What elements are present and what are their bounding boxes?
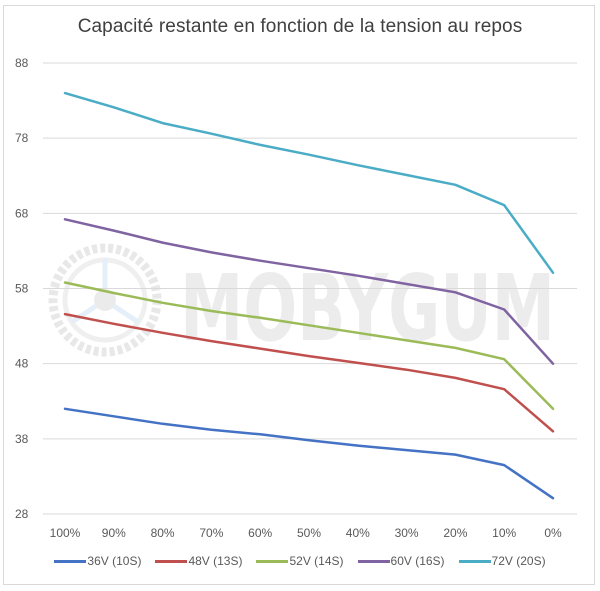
x-tick-label: 30%	[395, 526, 419, 540]
legend-swatch-icon	[357, 559, 390, 563]
legend-label: 36V (10S)	[87, 554, 142, 568]
legend-swatch-icon	[256, 559, 289, 563]
legend-item: 52V (14S)	[256, 554, 344, 568]
y-tick-label: 88	[15, 56, 29, 70]
legend-label: 48V (13S)	[188, 554, 243, 568]
gridlines	[43, 62, 577, 515]
legend: 36V (10S) 48V (13S) 52V (14S) 60V (16S) 72V …	[0, 554, 600, 568]
x-tick-label: 50%	[297, 526, 321, 540]
x-tick-label: 10%	[492, 526, 516, 540]
series-line	[63, 218, 555, 365]
y-tick-label: 58	[15, 282, 29, 296]
watermark: MOBYGUM	[48, 243, 555, 362]
legend-label: 60V (16S)	[390, 554, 445, 568]
legend-label: 72V (20S)	[491, 554, 546, 568]
series-line	[63, 407, 555, 500]
legend-item: 60V (16S)	[357, 554, 445, 568]
legend-item: 48V (13S)	[155, 554, 242, 568]
series-line	[63, 281, 555, 411]
watermark-text: MOBYGUM	[180, 255, 555, 362]
x-tick-label: 100%	[50, 526, 81, 540]
x-tick-label: 60%	[248, 526, 272, 540]
legend-item: 36V (10S)	[54, 554, 141, 568]
series-line	[63, 312, 555, 433]
legend-label: 52V (14S)	[289, 554, 344, 568]
legend-swatch-icon	[54, 559, 87, 563]
x-tick-label: 70%	[199, 526, 223, 540]
y-tick-label: 28	[15, 507, 29, 521]
y-axis-labels: 88 78 68 58 48 38 28	[15, 56, 29, 521]
x-tick-label: 20%	[443, 526, 467, 540]
x-axis-labels: 100% 90% 80% 70% 60% 50% 40% 30% 20% 10% 0%	[50, 526, 562, 540]
x-tick-label: 90%	[102, 526, 126, 540]
y-tick-label: 38	[15, 432, 29, 446]
legend-item: 72V (20S)	[458, 554, 546, 568]
y-tick-label: 78	[15, 131, 29, 145]
legend-swatch-icon	[458, 559, 491, 563]
y-tick-label: 48	[15, 357, 29, 371]
x-tick-label: 40%	[346, 526, 370, 540]
series-lines	[63, 91, 555, 500]
x-tick-label: 80%	[151, 526, 175, 540]
tire-logo-icon	[48, 243, 162, 357]
x-tick-label: 0%	[544, 526, 562, 540]
legend-swatch-icon	[155, 559, 188, 563]
chart-title: Capacité restante en fonction de la tens…	[77, 16, 523, 37]
y-tick-label: 68	[15, 206, 29, 220]
series-line	[63, 91, 555, 274]
